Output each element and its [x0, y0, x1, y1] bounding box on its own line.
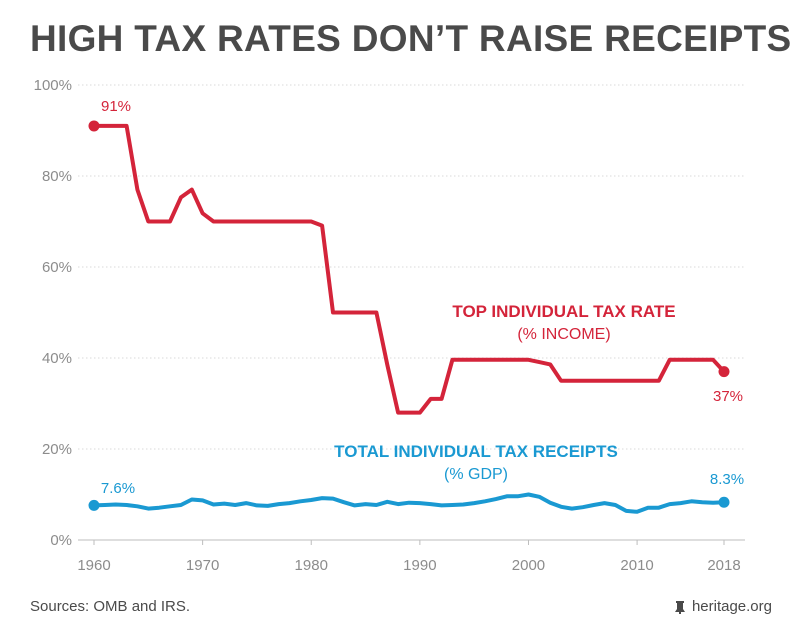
y-tick-label: 100%: [34, 77, 72, 94]
series-subtitle-1: (% GDP): [444, 466, 508, 483]
x-tick-label: 2018: [707, 557, 740, 574]
start-point-1: [88, 499, 100, 511]
end-point-0: [718, 366, 730, 378]
x-tick-label: 1970: [186, 557, 219, 574]
series-title-1: TOTAL INDIVIDUAL TAX RECEIPTS: [334, 442, 618, 461]
source-note: Sources: OMB and IRS.: [30, 598, 191, 615]
y-tick-label: 40%: [42, 350, 72, 367]
y-tick-label: 80%: [42, 168, 72, 185]
x-tick-label: 2010: [620, 557, 653, 574]
series-line-0: [92, 123, 726, 415]
x-tick-label: 1960: [77, 557, 110, 574]
liberty-bell-icon: [674, 600, 685, 614]
y-tick-label: 0%: [50, 532, 72, 549]
end-label-1: 8.3%: [710, 471, 744, 488]
start-label-1: 7.6%: [101, 480, 135, 497]
brand-link[interactable]: heritage.org: [674, 598, 772, 615]
y-tick-label: 20%: [42, 441, 72, 458]
start-point-0: [88, 120, 100, 132]
x-tick-label: 2000: [512, 557, 545, 574]
end-point-1: [718, 496, 730, 508]
series-subtitle-0: (% INCOME): [517, 326, 610, 343]
y-tick-label: 60%: [42, 259, 72, 276]
series-line-1: [92, 492, 726, 514]
chart-title: HIGH TAX RATES DON’T RAISE RECEIPTS: [30, 18, 792, 59]
brand-text: heritage.org: [691, 598, 772, 615]
start-label-0: 91%: [101, 98, 131, 115]
end-label-0: 37%: [713, 388, 743, 405]
x-tick-label: 1980: [295, 557, 328, 574]
x-tick-label: 1990: [403, 557, 436, 574]
series-title-0: TOP INDIVIDUAL TAX RATE: [452, 302, 675, 321]
